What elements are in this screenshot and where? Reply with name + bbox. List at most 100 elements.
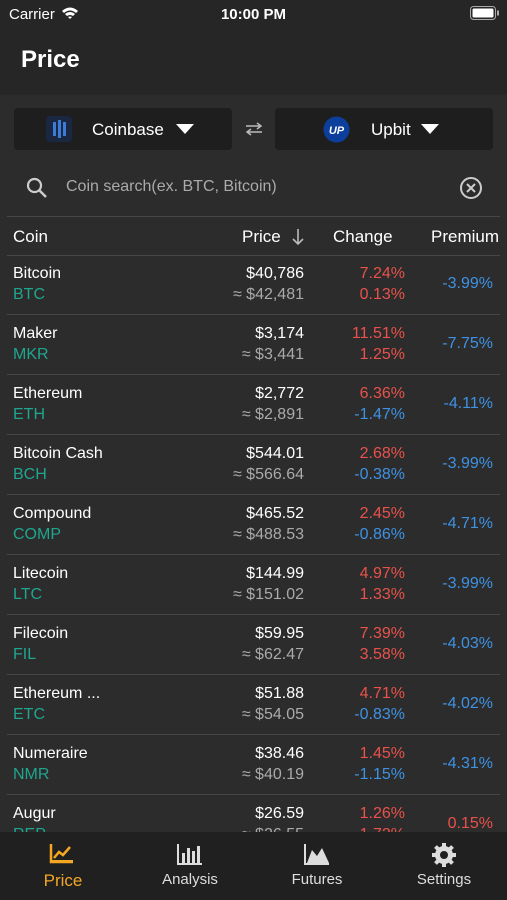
tab-bar <box>0 832 507 900</box>
coin-name: Ethereum ... <box>13 685 101 702</box>
column-header[interactable]: Premium <box>431 227 500 246</box>
coin-ticker: LTC <box>13 586 43 603</box>
sort-arrow <box>292 229 304 246</box>
coin-ticker: FIL <box>13 646 37 663</box>
dropdown-arrow <box>176 124 194 134</box>
coinbase-icon <box>46 116 72 142</box>
upbit-icon-text: UP <box>329 125 345 137</box>
change: 1.45% <box>359 745 405 762</box>
tab-item[interactable]: Price <box>0 838 126 898</box>
change: 6.36% <box>359 385 405 402</box>
reference-price: ≈ $3,441 <box>241 346 304 363</box>
exchange-name: Upbit <box>371 120 411 139</box>
reference-price: ≈ $488.53 <box>232 526 304 543</box>
reference-price: ≈ $62.47 <box>241 646 304 663</box>
table-header: Coin Price Change Premium <box>7 216 500 256</box>
coin-name: Maker <box>13 325 58 342</box>
price: $3,174 <box>255 325 304 342</box>
change: 11.51% <box>351 325 405 342</box>
tab-item[interactable]: Futures <box>254 838 380 898</box>
change: -0.86% <box>354 526 405 543</box>
reference-price: ≈ $2,891 <box>241 406 304 423</box>
coin-name: Filecoin <box>13 625 69 642</box>
search-input[interactable]: Coin search(ex. BTC, Bitcoin) <box>66 178 277 195</box>
coin-name: Ethereum <box>13 385 83 402</box>
change: 1.25% <box>359 346 405 363</box>
premium: -3.99% <box>442 275 493 292</box>
wifi-icon <box>62 7 78 19</box>
column-header[interactable]: Coin <box>13 227 48 246</box>
upbit-icon: UP <box>323 116 350 143</box>
change: 7.39% <box>359 625 405 642</box>
change: 1.72% <box>360 826 405 832</box>
change: 1.33% <box>359 586 405 603</box>
column-header[interactable]: Change <box>333 227 393 246</box>
coin-row[interactable]: Filecoin FIL $59.95 ≈ $62.47 7.39% 3.58% -4.03… <box>7 615 500 675</box>
reference-price: ≈ $151.02 <box>232 586 304 603</box>
coin-name: Compound <box>13 505 92 522</box>
premium: -4.03% <box>442 635 493 652</box>
price: $2,772 <box>255 385 304 402</box>
clear-icon[interactable] <box>459 176 483 200</box>
coin-row[interactable]: Ethereum ... ETC $51.88 ≈ $54.05 4.71% -0.83%… <box>7 675 500 735</box>
top-bar <box>0 0 507 95</box>
coin-name: Litecoin <box>13 565 69 582</box>
change: -1.15% <box>354 766 405 783</box>
change: 2.45% <box>359 505 405 522</box>
premium: -4.71% <box>442 515 493 532</box>
reference-price: ≈ $42,481 <box>232 286 304 303</box>
price: $26.59 <box>255 805 304 822</box>
exchange-right[interactable]: UP Upbit <box>275 108 493 150</box>
price: $40,786 <box>246 265 304 282</box>
reference-price: ≈ $566.64 <box>232 466 304 483</box>
premium: -3.99% <box>442 575 493 592</box>
tab-icon <box>432 843 456 867</box>
coin-ticker: ETC <box>13 706 45 723</box>
premium: -4.31% <box>442 755 493 772</box>
tab-icon <box>49 844 73 864</box>
reference-price: ≈ $54.05 <box>241 706 304 723</box>
tab-item[interactable]: Analysis <box>127 838 253 898</box>
premium: -3.99% <box>442 455 493 472</box>
coin-row[interactable]: Numeraire NMR $38.46 ≈ $40.19 1.45% -1.15% -4.… <box>7 735 500 795</box>
coin-row[interactable]: Ethereum ETH $2,772 ≈ $2,891 6.36% -1.47% -4.1… <box>7 375 500 435</box>
change: -0.38% <box>354 466 405 483</box>
premium: -7.75% <box>442 335 493 352</box>
change: 7.24% <box>359 265 405 282</box>
column-header[interactable]: Price <box>242 227 281 246</box>
coin-name: Augur <box>13 805 56 822</box>
search-icon <box>26 177 47 198</box>
tab-label: Price <box>43 871 83 890</box>
coin-row[interactable]: Bitcoin Cash BCH $544.01 ≈ $566.64 2.68% -0.3… <box>7 435 500 495</box>
coin-row[interactable]: Bitcoin BTC $40,786 ≈ $42,481 7.24% 0.13% -3.9… <box>7 255 500 315</box>
coin-ticker: REP <box>13 826 46 832</box>
coin-ticker: BTC <box>13 286 45 303</box>
tab-label: Futures <box>291 871 343 888</box>
price: $59.95 <box>255 625 304 642</box>
exchange-left[interactable]: Coinbase <box>14 108 232 150</box>
coin-ticker: COMP <box>13 526 61 543</box>
coin-row[interactable]: Compound COMP $465.52 ≈ $488.53 2.45% -0.86% -… <box>7 495 500 555</box>
price: $144.99 <box>246 565 304 582</box>
coin-name: Bitcoin <box>13 265 62 282</box>
price: $51.88 <box>255 685 304 702</box>
reference-price: ≈ $26.55 <box>242 826 304 832</box>
change: 1.26% <box>359 805 405 822</box>
exchange-name: Coinbase <box>92 120 164 139</box>
premium: -4.02% <box>442 695 493 712</box>
premium: -4.11% <box>443 395 493 412</box>
change: 0.13% <box>359 286 405 303</box>
coin-row[interactable]: Litecoin LTC $144.99 ≈ $151.02 4.97% 1.33% -3.… <box>7 555 500 615</box>
coin-row[interactable]: Maker MKR $3,174 ≈ $3,441 11.51% 1.25% -7.75% <box>7 315 500 375</box>
coin-row[interactable]: Augur REP $26.59 ≈ $26.55 1.26% 1.72% 0.15% <box>7 795 500 832</box>
time: 10:00 PM <box>220 6 287 23</box>
change: 4.97% <box>359 565 405 582</box>
dropdown-arrow <box>421 124 439 134</box>
coin-ticker: MKR <box>13 346 49 363</box>
change: 3.58% <box>359 646 405 663</box>
tab-label: Settings <box>416 871 472 888</box>
change: 2.68% <box>359 445 405 462</box>
tab-item[interactable]: Settings <box>381 838 507 898</box>
tab-icon <box>304 844 329 865</box>
